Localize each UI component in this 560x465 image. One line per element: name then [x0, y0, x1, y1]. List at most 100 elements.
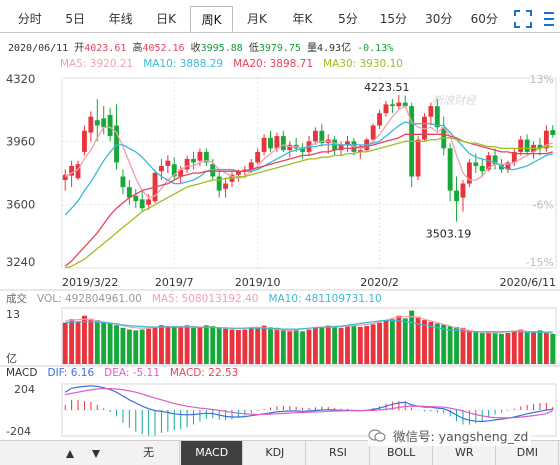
close-value: 3995.88 — [200, 43, 243, 54]
indicator-tab[interactable]: MACD — [181, 441, 244, 465]
volume-bar — [486, 331, 492, 364]
candle-body — [191, 158, 196, 163]
volume-bar — [82, 315, 87, 364]
candle-body — [524, 139, 530, 152]
candle-body — [171, 164, 177, 177]
tab-period[interactable]: 年K — [292, 12, 313, 26]
candle-body — [159, 165, 164, 172]
volume-bar — [101, 321, 107, 364]
candle-body — [178, 169, 184, 177]
tab-period[interactable]: 30分 — [425, 12, 453, 26]
candle-body — [126, 187, 132, 198]
candle-body — [255, 151, 261, 163]
close-label: 收 — [190, 43, 201, 54]
volume-bar — [178, 326, 184, 364]
y-axis-label: 3240 — [6, 255, 35, 269]
arrow-left-icon — [66, 450, 74, 458]
y-axis-label: 3600 — [6, 198, 35, 212]
volume-bar — [242, 329, 248, 364]
candle-body — [537, 144, 543, 149]
candle-body — [101, 118, 107, 128]
candle-body — [396, 102, 402, 107]
wechat-label: 微信号: yangsheng_zd — [392, 429, 529, 444]
tab-period[interactable]: 15分 — [379, 12, 407, 26]
volume-bar — [505, 332, 511, 364]
y-axis-label: 4320 — [6, 72, 35, 86]
volume-bar — [300, 331, 306, 364]
legend-item: DEA: -5.11 — [104, 367, 160, 379]
tab-period[interactable]: 月K — [247, 12, 267, 26]
macd-axis-bottom: -204 — [6, 425, 31, 438]
candle-body — [88, 116, 94, 133]
tab-period[interactable]: 日K — [156, 12, 177, 26]
volume-bar — [441, 324, 447, 364]
fullscreen-button[interactable] — [514, 10, 532, 28]
volume-bar — [255, 326, 261, 364]
candle-body — [402, 102, 408, 107]
volume-bar — [248, 327, 254, 364]
high-value: 4052.16 — [142, 43, 185, 54]
scroll-right-button[interactable] — [88, 445, 104, 461]
ohlc-info-line: 2020/06/11 开4023.61 高4052.16 收3995.88 低3… — [8, 42, 393, 56]
volume-bar — [235, 329, 241, 364]
candle-body — [466, 162, 472, 184]
x-axis-label: 2020/2 — [360, 276, 399, 289]
tab-period[interactable]: 5日 — [65, 12, 85, 26]
candle-body — [69, 165, 75, 176]
volume-bar — [531, 331, 536, 364]
candle-body — [82, 130, 87, 152]
ma-line-ma10 — [64, 121, 553, 216]
candle-body — [223, 183, 229, 189]
volume-bar — [396, 315, 402, 364]
volume-bar — [543, 332, 549, 364]
candle-body — [274, 136, 280, 149]
candle-body — [370, 125, 376, 140]
tab-period[interactable]: 60分 — [470, 12, 498, 26]
volume-bar — [428, 321, 434, 364]
volume-bar — [319, 326, 325, 364]
candle-body — [460, 183, 466, 198]
menu-lines-icon — [544, 12, 554, 26]
volume-bar — [389, 319, 395, 364]
volume-bar — [364, 326, 370, 364]
candle-body — [434, 106, 440, 128]
volume-bar — [492, 332, 498, 364]
volume-value: 4.93亿 — [317, 43, 352, 54]
volume-bar — [171, 326, 177, 364]
volume-bar — [325, 325, 331, 364]
legend-item: MA5: 508013192.40 — [151, 293, 259, 305]
annotation-high: 4223.51 — [364, 81, 410, 94]
tab-period[interactable]: 分时 — [17, 12, 42, 26]
candle-body — [319, 130, 325, 144]
legend-item: MA10: 481109731.10 — [268, 293, 382, 305]
legend-item: VOL: 492804961.00 — [37, 293, 142, 305]
sina-watermark: 新浪财经 — [432, 94, 477, 107]
volume-bar — [370, 324, 376, 364]
fullscreen-icon — [514, 10, 532, 28]
annotation-low: 3503.19 — [426, 228, 472, 241]
wechat-icon — [368, 429, 389, 443]
tab-period[interactable]: 5分 — [338, 12, 358, 26]
candle-body — [345, 141, 350, 145]
low-label: 低 — [248, 43, 259, 54]
indicator-tab[interactable]: KDJ — [244, 441, 307, 465]
indicator-tab[interactable]: 无 — [118, 441, 181, 465]
tab-active[interactable]: 周K — [189, 6, 234, 32]
scroll-left-button[interactable] — [62, 445, 78, 461]
tab-period[interactable]: 年线 — [108, 12, 133, 26]
volume-bar — [126, 329, 132, 364]
volume-bar — [165, 326, 171, 364]
candle-body — [210, 164, 216, 177]
candle-body — [492, 155, 498, 165]
volume-bar — [203, 325, 209, 364]
candle-body — [248, 162, 254, 170]
candle-body — [422, 116, 427, 140]
indicator-tab[interactable]: RSI — [307, 441, 370, 465]
volume-bar — [159, 325, 164, 364]
volume-bar — [139, 329, 145, 364]
volume-bar — [287, 331, 293, 364]
volume-bar — [306, 329, 312, 364]
volume-bar — [434, 323, 440, 364]
menu-button[interactable] — [542, 10, 556, 28]
